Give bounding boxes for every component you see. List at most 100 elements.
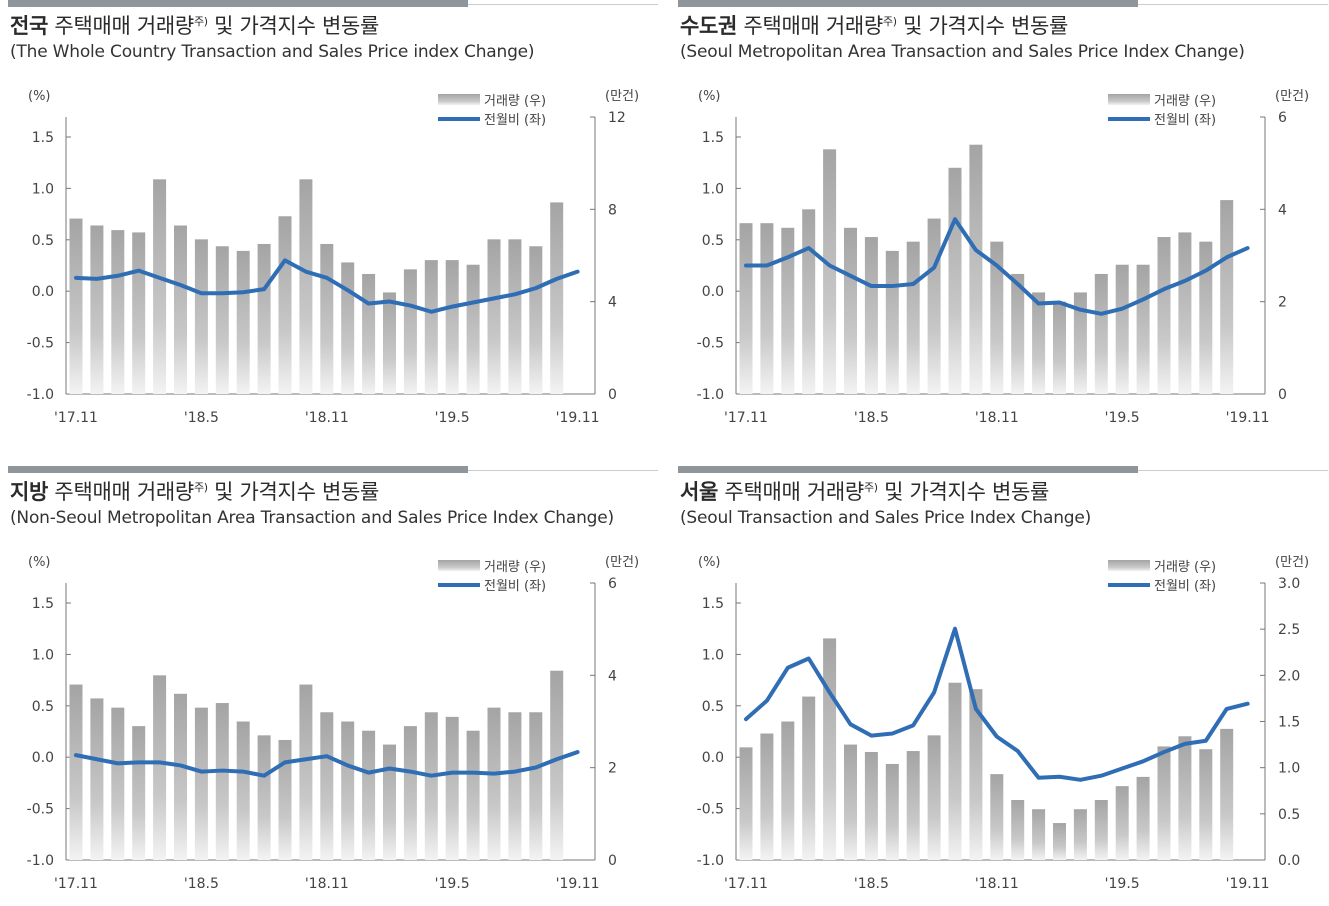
volume-bar bbox=[299, 179, 313, 394]
chart-title: 전국 주택매매 거래량주) 및 가격지수 변동률 bbox=[10, 14, 380, 38]
volume-bar bbox=[1220, 200, 1234, 394]
volume-bar bbox=[1115, 786, 1129, 860]
right-tick-label: 6 bbox=[608, 576, 617, 592]
volume-bar bbox=[823, 638, 837, 860]
volume-bar bbox=[885, 763, 899, 860]
left-unit-label: (%) bbox=[28, 89, 51, 104]
volume-bar bbox=[760, 223, 774, 394]
volume-bar bbox=[90, 225, 104, 394]
x-tick-label: '19.5 bbox=[435, 876, 470, 892]
volume-bar bbox=[864, 237, 878, 394]
volume-bar bbox=[781, 721, 795, 860]
chart-panel-whole-country: 전국 주택매매 거래량주) 및 가격지수 변동률 (The Whole Coun… bbox=[8, 0, 658, 440]
volume-bar bbox=[445, 716, 459, 860]
volume-bar bbox=[969, 144, 983, 394]
volume-bar bbox=[424, 712, 438, 860]
legend-volume-label: 거래량 (우) bbox=[1154, 94, 1216, 109]
volume-bar bbox=[111, 707, 125, 860]
x-tick-label: '18.5 bbox=[184, 876, 219, 892]
chart-title: 지방 주택매매 거래량주) 및 가격지수 변동률 bbox=[10, 480, 380, 504]
volume-bar bbox=[1115, 264, 1129, 394]
left-tick-label: 0.0 bbox=[702, 284, 724, 300]
legend-volume-swatch bbox=[438, 560, 480, 571]
volume-bar bbox=[823, 149, 837, 394]
volume-bar bbox=[550, 202, 564, 394]
legend-volume-label: 거래량 (우) bbox=[484, 94, 546, 109]
volume-bar bbox=[111, 230, 125, 394]
right-tick-label: 0.5 bbox=[1278, 807, 1300, 823]
volume-bar bbox=[236, 250, 250, 394]
volume-bar bbox=[1136, 264, 1150, 394]
chart-svg: (%) (만건) 1.5 1.0 0.5 0.0 -0.5 -1.0 12 8 4 0 '17.11 '1… bbox=[27, 89, 639, 426]
volume-bar bbox=[844, 227, 857, 394]
panel-top-bar bbox=[678, 0, 1328, 7]
left-tick-label: 1.5 bbox=[32, 596, 54, 612]
panel-top-bar bbox=[8, 466, 658, 473]
right-tick-label: 2 bbox=[608, 761, 617, 777]
right-tick-label: 8 bbox=[608, 202, 617, 218]
volume-bar bbox=[174, 693, 187, 860]
right-tick-label: 0 bbox=[1278, 387, 1287, 403]
volume-bar bbox=[781, 227, 795, 394]
left-tick-label: 0.5 bbox=[702, 699, 724, 715]
x-tick-label: '18.5 bbox=[184, 410, 219, 426]
right-tick-label: 4 bbox=[1278, 202, 1287, 218]
left-unit-label: (%) bbox=[698, 555, 721, 570]
volume-bar bbox=[948, 682, 962, 860]
left-tick-label: 0.5 bbox=[32, 233, 54, 249]
volume-bar bbox=[885, 250, 899, 394]
volume-bar bbox=[299, 684, 313, 860]
volume-bar bbox=[990, 774, 1004, 860]
chart-panel-non-seoul: 지방 주택매매 거래량주) 및 가격지수 변동률 (Non-Seoul Metr… bbox=[8, 466, 658, 906]
volume-bar bbox=[906, 241, 920, 394]
volume-bar bbox=[174, 225, 187, 394]
volume-bar bbox=[132, 726, 146, 860]
volume-bar bbox=[927, 735, 941, 860]
left-tick-label: -1.0 bbox=[697, 853, 724, 869]
x-tick-label: '19.11 bbox=[556, 410, 600, 426]
volume-bar bbox=[1053, 301, 1066, 394]
left-tick-label: -0.5 bbox=[697, 802, 724, 818]
volume-bar bbox=[236, 721, 250, 860]
volume-bar bbox=[1094, 273, 1108, 394]
legend-volume-label: 거래량 (우) bbox=[484, 560, 546, 575]
volume-bar bbox=[739, 223, 753, 394]
volume-bar bbox=[153, 179, 167, 394]
volume-bar bbox=[194, 707, 208, 860]
legend-volume-swatch bbox=[1108, 94, 1150, 105]
legend-volume-label: 거래량 (우) bbox=[1154, 560, 1216, 575]
volume-bar bbox=[487, 239, 501, 394]
volume-bar bbox=[69, 218, 83, 394]
volume-bar bbox=[257, 735, 271, 860]
left-tick-label: 1.5 bbox=[702, 130, 724, 146]
right-tick-label: 4 bbox=[608, 295, 617, 311]
volume-bar bbox=[1178, 232, 1192, 394]
volume-bar bbox=[278, 739, 292, 860]
chart-subtitle: (Non-Seoul Metropolitan Area Transaction… bbox=[10, 508, 614, 528]
right-tick-label: 0 bbox=[608, 853, 617, 869]
volume-bar bbox=[802, 209, 816, 394]
left-tick-label: 0.0 bbox=[32, 284, 54, 300]
volume-bar bbox=[132, 232, 146, 394]
right-unit-label: (만건) bbox=[1275, 555, 1309, 570]
volume-bar bbox=[508, 712, 522, 860]
x-tick-label: '17.11 bbox=[54, 410, 98, 426]
volume-bar bbox=[802, 696, 816, 860]
x-tick-label: '17.11 bbox=[54, 876, 98, 892]
volume-bar bbox=[445, 260, 459, 394]
x-tick-label: '18.11 bbox=[975, 876, 1019, 892]
left-tick-label: 1.0 bbox=[32, 647, 54, 663]
volume-bar bbox=[1199, 749, 1213, 860]
left-tick-label: 0.0 bbox=[32, 750, 54, 766]
change-line bbox=[74, 750, 580, 778]
change-line bbox=[74, 258, 580, 314]
volume-bar bbox=[466, 730, 480, 860]
chart-title: 서울 주택매매 거래량주) 및 가격지수 변동률 bbox=[680, 480, 1050, 504]
right-tick-label: 2.5 bbox=[1278, 622, 1300, 638]
left-tick-label: -0.5 bbox=[27, 802, 54, 818]
left-unit-label: (%) bbox=[698, 89, 721, 104]
x-tick-label: '19.11 bbox=[1226, 410, 1270, 426]
chart-subtitle: (Seoul Metropolitan Area Transaction and… bbox=[680, 42, 1245, 62]
x-tick-label: '19.11 bbox=[1226, 876, 1270, 892]
chart-svg: (%) (만건) 1.5 1.0 0.5 0.0 -0.5 -1.0 3.0 2.5 2.0 1.5 1… bbox=[697, 555, 1309, 892]
